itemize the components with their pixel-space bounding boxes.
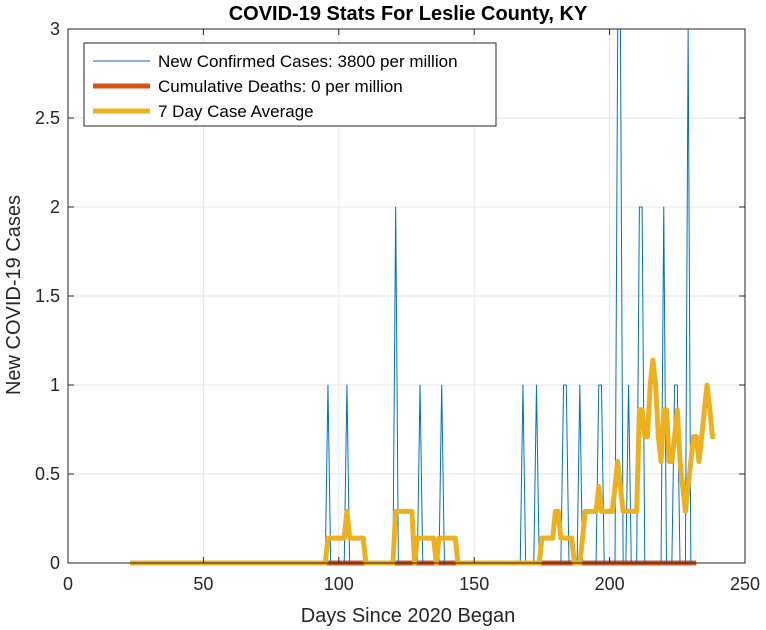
y-tick-label: 0.5 — [35, 464, 60, 484]
x-tick-label: 150 — [459, 574, 489, 594]
x-axis-label: Days Since 2020 Began — [301, 605, 516, 627]
legend-box — [83, 42, 497, 127]
legend-label-avg: 7 Day Case Average — [158, 102, 314, 121]
y-tick-label: 3 — [50, 19, 60, 39]
y-tick-label: 1 — [50, 375, 60, 395]
x-tick-label: 200 — [595, 574, 625, 594]
plot-frame — [67, 28, 746, 564]
y-tick-label: 1.5 — [35, 286, 60, 306]
x-tick-label: 250 — [730, 574, 760, 594]
y-tick-label: 0 — [50, 553, 60, 573]
y-tick-label: 2.5 — [35, 108, 60, 128]
chart-title: COVID-19 Stats For Leslie County, KY — [229, 3, 588, 25]
y-tick-label: 2 — [50, 197, 60, 217]
y-axis-label: New COVID-19 Cases — [3, 195, 25, 395]
axes — [67, 28, 746, 564]
x-tick-label: 0 — [63, 574, 73, 594]
legend: New Confirmed Cases: 3800 per million Cu… — [83, 42, 497, 127]
tick-labels: 0 50 100 150 200 250 0 0.5 1 1.5 2 2.5 3 — [35, 19, 760, 594]
x-tick-label: 100 — [324, 574, 354, 594]
legend-label-deaths: Cumulative Deaths: 0 per million — [158, 77, 403, 96]
x-tick-label: 50 — [193, 574, 213, 594]
legend-label-cases: New Confirmed Cases: 3800 per million — [158, 52, 458, 71]
grid-lines — [68, 29, 745, 563]
